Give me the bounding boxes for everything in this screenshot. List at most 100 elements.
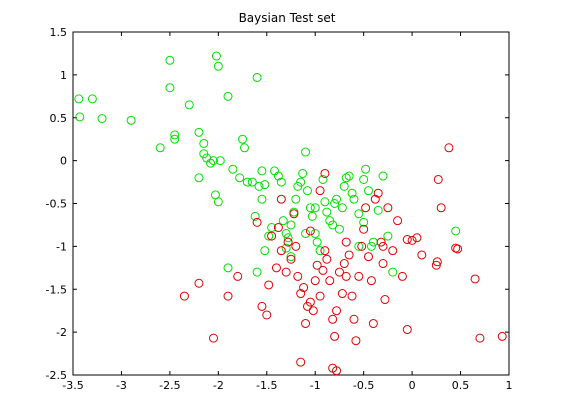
data-point <box>310 203 320 213</box>
data-point <box>328 314 338 324</box>
data-point <box>301 319 311 329</box>
data-point <box>431 260 441 270</box>
data-point <box>194 127 204 137</box>
data-point <box>301 147 311 157</box>
data-point <box>242 177 252 187</box>
data-point <box>328 220 338 230</box>
data-point <box>208 333 218 343</box>
data-point <box>373 188 383 198</box>
data-point <box>402 325 412 335</box>
data-point <box>213 197 223 207</box>
data-point <box>223 91 233 101</box>
data-point <box>262 310 272 320</box>
data-point <box>286 220 296 230</box>
data-point <box>361 203 371 213</box>
x-tick-label: -0.5 <box>353 379 374 392</box>
y-tick-label: 1 <box>60 69 67 82</box>
y-tick-label: -2.5 <box>46 369 67 382</box>
data-point <box>453 244 463 254</box>
x-tick-label: -3 <box>116 379 127 392</box>
data-point <box>378 171 388 181</box>
data-point <box>206 158 216 168</box>
data-point <box>354 241 364 251</box>
data-point <box>322 254 332 264</box>
x-tick-label: -1 <box>310 379 321 392</box>
x-tick-label: -1.5 <box>256 379 277 392</box>
data-point <box>213 61 223 71</box>
data-point <box>126 115 136 125</box>
data-point <box>337 203 347 213</box>
data-point <box>87 94 97 104</box>
data-point <box>296 289 306 299</box>
data-point <box>320 246 330 256</box>
data-point <box>211 51 221 61</box>
data-point <box>378 259 388 269</box>
data-point <box>341 271 351 281</box>
data-point <box>366 276 376 286</box>
data-point <box>223 263 233 273</box>
data-point <box>354 209 364 219</box>
data-point <box>199 138 209 148</box>
data-point <box>301 229 311 239</box>
data-point <box>315 291 325 301</box>
data-point <box>291 194 301 204</box>
data-point <box>252 72 262 82</box>
data-point <box>325 276 335 286</box>
data-point <box>359 224 369 234</box>
data-point <box>373 205 383 215</box>
data-point <box>318 174 328 184</box>
data-point <box>97 114 107 124</box>
data-point <box>305 297 315 307</box>
data-point <box>296 177 306 187</box>
data-point <box>267 231 277 241</box>
data-point <box>194 173 204 183</box>
data-point <box>308 306 318 316</box>
data-point <box>315 186 325 196</box>
data-point <box>361 164 371 174</box>
data-point <box>351 336 361 346</box>
x-tick-label: -2 <box>213 379 224 392</box>
data-point <box>299 283 309 293</box>
data-point <box>364 186 374 196</box>
data-point <box>264 280 274 290</box>
data-point <box>451 226 461 236</box>
data-point <box>264 231 274 241</box>
data-point <box>194 278 204 288</box>
data-point <box>347 188 357 198</box>
data-point <box>357 241 367 251</box>
data-point <box>344 171 354 181</box>
data-point <box>330 199 340 208</box>
data-point <box>310 229 320 239</box>
data-point <box>354 271 364 281</box>
x-tick-label: 1 <box>506 379 513 392</box>
data-point <box>407 235 417 245</box>
data-point <box>276 177 286 187</box>
plot-area <box>72 31 510 376</box>
data-points <box>74 51 507 376</box>
data-point <box>267 223 277 233</box>
data-point <box>155 143 165 153</box>
data-point <box>312 237 322 247</box>
data-point <box>432 257 442 267</box>
data-point <box>444 143 454 153</box>
data-point <box>388 267 398 277</box>
data-point <box>257 166 267 176</box>
data-point <box>332 306 342 316</box>
data-point <box>184 100 194 110</box>
data-point <box>296 357 306 367</box>
data-point <box>349 194 359 204</box>
x-axis: -3.5 -3 -2.5 -2 -1.5 -1 -0.5 0 0.5 1 <box>62 32 513 392</box>
data-point <box>475 333 485 343</box>
data-point <box>179 291 189 301</box>
data-point <box>380 295 390 305</box>
y-tick-label: -2 <box>56 326 67 339</box>
data-point <box>276 194 286 204</box>
data-point <box>283 233 293 243</box>
data-point <box>252 267 262 277</box>
data-point <box>347 291 357 301</box>
data-point <box>497 331 507 341</box>
data-point <box>383 203 393 213</box>
x-tick-label: -2.5 <box>159 379 180 392</box>
data-point <box>254 181 264 191</box>
